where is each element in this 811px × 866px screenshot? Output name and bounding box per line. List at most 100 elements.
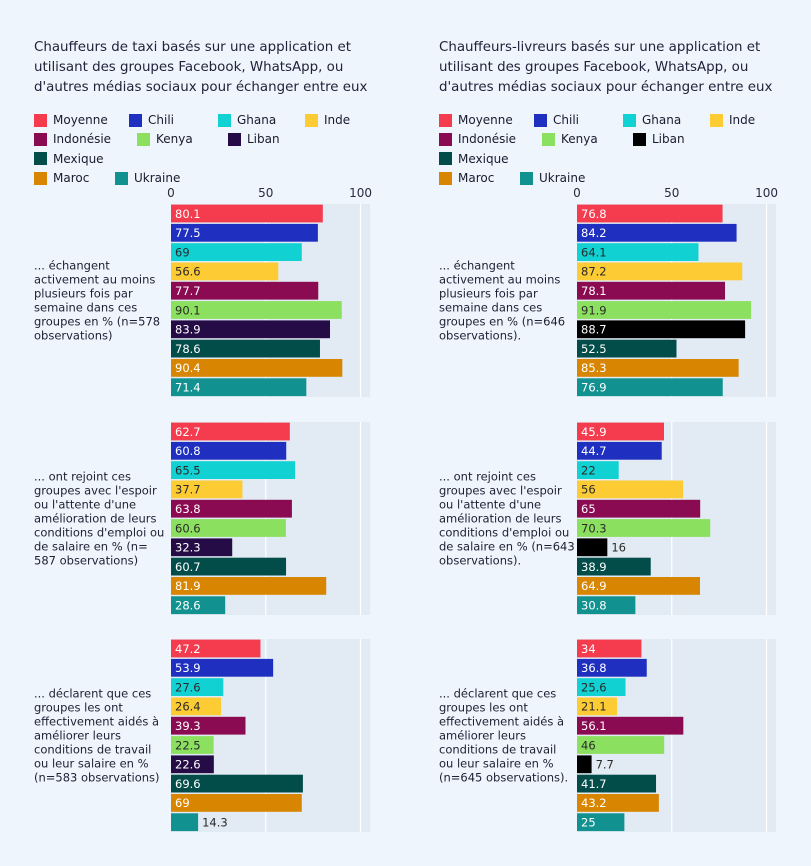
bar-value-label: 64.1 [581, 245, 607, 259]
bar[interactable] [171, 262, 279, 281]
bar[interactable] [577, 480, 684, 499]
bar[interactable] [171, 678, 224, 696]
legend-item[interactable]: Ghana [218, 112, 294, 129]
bar[interactable] [577, 755, 592, 774]
legend-item[interactable]: Indonésie [439, 131, 531, 148]
bar[interactable] [577, 422, 664, 441]
bar-value-label: 22.6 [175, 758, 201, 772]
legend-item[interactable]: Kenya [137, 131, 217, 148]
legend-item[interactable]: Kenya [542, 131, 622, 148]
bar[interactable] [171, 577, 327, 595]
category-label-line: activement au moins [34, 273, 155, 287]
legend-label: Ghana [237, 113, 277, 127]
legend-swatch [129, 113, 142, 127]
bar[interactable] [171, 755, 214, 774]
legend-item[interactable]: Chili [534, 112, 612, 129]
bar[interactable] [171, 596, 226, 615]
bar[interactable] [171, 223, 318, 242]
legend-item[interactable]: Mexique [34, 151, 124, 168]
bar[interactable] [577, 577, 701, 595]
bar-value-label: 69.6 [175, 777, 201, 791]
bar[interactable] [577, 223, 737, 242]
legend-item[interactable]: Moyenne [439, 112, 523, 129]
bar[interactable] [577, 359, 739, 377]
bar-value-label: 21.1 [581, 700, 607, 714]
bar[interactable] [171, 441, 287, 460]
bar[interactable] [577, 301, 752, 319]
bar[interactable] [577, 499, 701, 518]
bar[interactable] [577, 519, 711, 537]
bar[interactable] [171, 774, 303, 793]
legend-item[interactable]: Ukraine [520, 170, 610, 187]
bar[interactable] [171, 794, 302, 812]
bar[interactable] [577, 339, 677, 358]
bar[interactable] [171, 736, 214, 754]
bar[interactable] [577, 813, 625, 832]
legend-swatch [34, 113, 47, 127]
bar-value-label: 76.9 [581, 381, 607, 395]
legend-swatch [218, 113, 231, 127]
bar[interactable] [171, 320, 331, 339]
legend-item[interactable]: Mexique [439, 151, 529, 168]
category-label-line: ou l'attente d'une [34, 498, 136, 512]
category-label-line: ou leur salaire en % [439, 757, 554, 771]
bar[interactable] [577, 697, 617, 716]
legend-label: Liban [652, 132, 685, 147]
bar[interactable] [577, 281, 726, 300]
legend-swatch [710, 113, 723, 127]
legend-item[interactable]: Indonésie [34, 131, 126, 148]
bar[interactable] [171, 378, 307, 397]
bar[interactable] [577, 461, 619, 479]
bar[interactable] [171, 422, 290, 441]
legend-item[interactable]: Maroc [439, 170, 509, 187]
legend-item[interactable]: Liban [228, 131, 288, 148]
bar[interactable] [577, 538, 608, 557]
bar[interactable] [171, 519, 286, 537]
bar[interactable] [171, 281, 319, 300]
legend-item[interactable]: Inde [305, 112, 375, 129]
bar[interactable] [171, 461, 296, 479]
bar[interactable] [171, 716, 246, 735]
bar[interactable] [171, 359, 343, 377]
bar[interactable] [171, 499, 292, 518]
category-label-line: semaine dans ces [34, 301, 137, 315]
bar[interactable] [171, 697, 222, 716]
bar[interactable] [171, 658, 274, 677]
legend-item[interactable]: Liban [633, 131, 693, 148]
bar[interactable] [577, 243, 699, 261]
legend-item[interactable]: Chili [129, 112, 207, 129]
legend-item[interactable]: Inde [710, 112, 780, 129]
bar[interactable] [577, 204, 723, 223]
bar[interactable] [577, 596, 636, 615]
bar[interactable] [577, 320, 746, 339]
bar[interactable] [171, 639, 261, 658]
bar-value-label: 90.4 [175, 361, 201, 375]
bar[interactable] [577, 736, 665, 754]
bar-value-label: 62.7 [175, 425, 201, 439]
legend-item[interactable]: Ghana [623, 112, 699, 129]
bar[interactable] [171, 243, 302, 261]
bar[interactable] [577, 716, 684, 735]
bar[interactable] [577, 378, 723, 397]
category-label-line: groupes en % (n=578 [34, 315, 160, 329]
bar[interactable] [577, 262, 743, 281]
bar[interactable] [577, 794, 659, 812]
bar[interactable] [577, 557, 651, 576]
legend-item[interactable]: Ukraine [115, 170, 205, 187]
legend-item[interactable]: Maroc [34, 170, 104, 187]
bar[interactable] [171, 301, 342, 319]
bar[interactable] [171, 538, 233, 557]
bar[interactable] [577, 678, 626, 696]
bar[interactable] [171, 480, 243, 499]
bar-value-label: 28.6 [175, 599, 201, 613]
bar[interactable] [577, 639, 642, 658]
bar[interactable] [171, 204, 323, 223]
bar[interactable] [171, 339, 320, 358]
bar[interactable] [577, 441, 662, 460]
bar[interactable] [171, 813, 199, 832]
bar-value-label: 39.3 [175, 719, 201, 733]
bar[interactable] [577, 658, 647, 677]
bar[interactable] [171, 557, 287, 576]
legend-item[interactable]: Moyenne [34, 112, 118, 129]
bar[interactable] [577, 774, 657, 793]
